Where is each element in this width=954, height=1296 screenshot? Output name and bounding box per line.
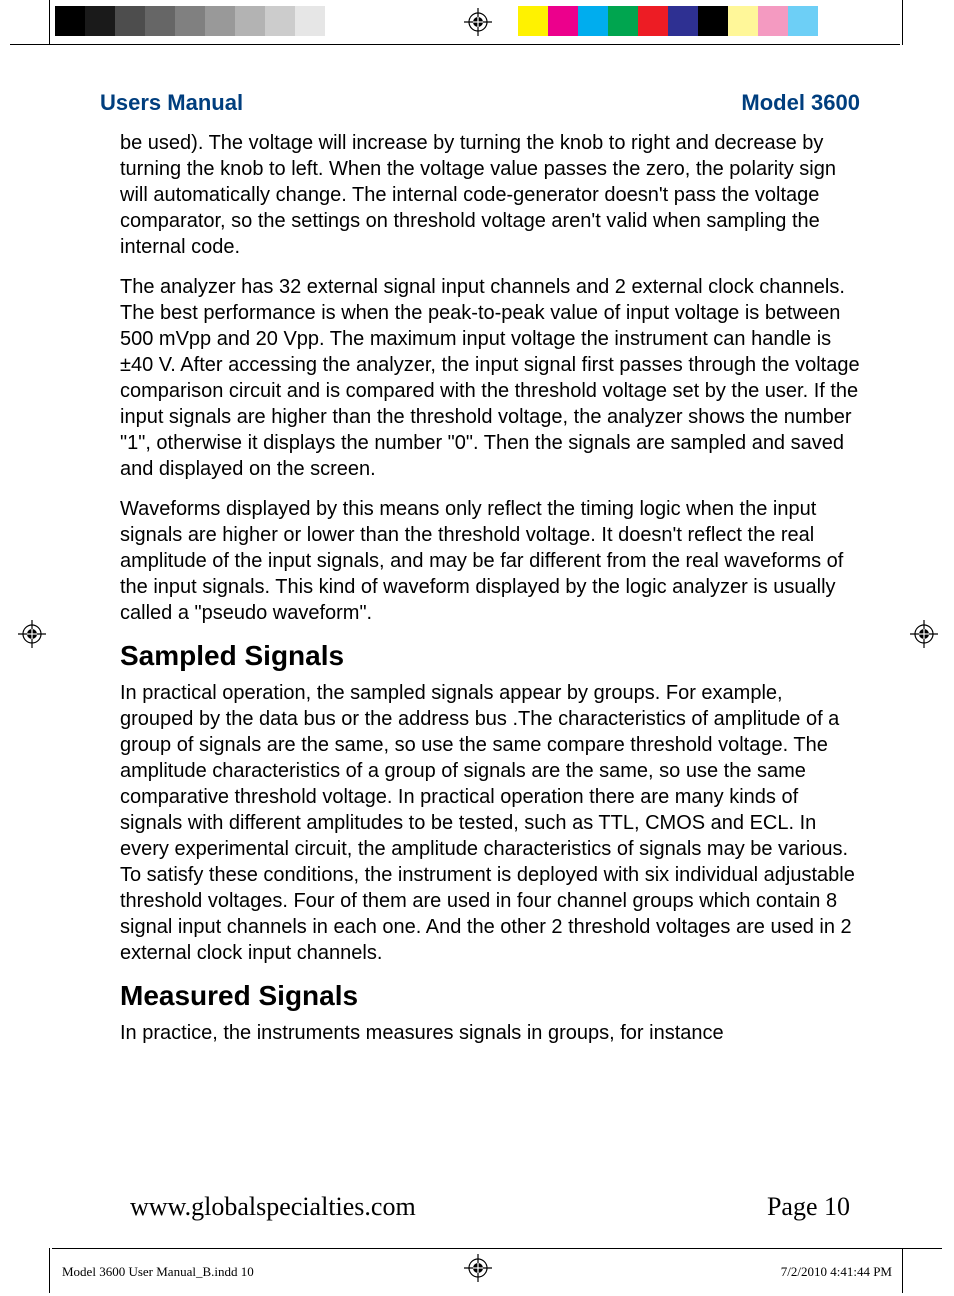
gray-swatch-row xyxy=(55,6,355,36)
gray-swatch xyxy=(115,6,145,36)
running-header-left: Users Manual xyxy=(100,90,243,116)
color-swatch xyxy=(728,6,758,36)
registration-mark-icon xyxy=(910,620,938,648)
crop-tick-bottom-left xyxy=(49,1248,50,1293)
footer-page-number: Page 10 xyxy=(767,1192,850,1222)
gray-swatch xyxy=(55,6,85,36)
crop-line-bottom xyxy=(52,1248,942,1249)
paragraph: The analyzer has 32 external signal inpu… xyxy=(120,274,860,482)
body-text-block: be used). The voltage will increase by t… xyxy=(100,130,860,1046)
crop-tick-bottom-right xyxy=(902,1248,903,1293)
gray-swatch xyxy=(295,6,325,36)
paragraph: be used). The voltage will increase by t… xyxy=(120,130,860,260)
registration-mark-icon xyxy=(464,8,492,36)
footer-url: www.globalspecialties.com xyxy=(130,1192,416,1222)
color-swatch xyxy=(548,6,578,36)
color-swatch xyxy=(758,6,788,36)
gray-swatch xyxy=(235,6,265,36)
color-swatch xyxy=(698,6,728,36)
paragraph: In practice, the instruments measures si… xyxy=(120,1020,860,1046)
slug-filename: Model 3600 User Manual_B.indd 10 xyxy=(62,1264,254,1280)
section-heading-sampled: Sampled Signals xyxy=(120,640,860,672)
page-footer: www.globalspecialties.com Page 10 xyxy=(130,1192,850,1222)
color-swatch xyxy=(638,6,668,36)
manual-page: Users Manual Model 3600 be used). The vo… xyxy=(0,0,954,1296)
color-swatch xyxy=(668,6,698,36)
crop-tick-top-left xyxy=(49,0,50,45)
color-swatch xyxy=(578,6,608,36)
paragraph: In practical operation, the sampled sign… xyxy=(120,680,860,966)
gray-swatch xyxy=(145,6,175,36)
running-header: Users Manual Model 3600 xyxy=(100,90,860,116)
paragraph: Waveforms displayed by this means only r… xyxy=(120,496,860,626)
slug-timestamp: 7/2/2010 4:41:44 PM xyxy=(781,1264,892,1280)
gray-swatch xyxy=(265,6,295,36)
crop-tick-top-right xyxy=(902,0,903,45)
section-heading-measured: Measured Signals xyxy=(120,980,860,1012)
registration-mark-icon xyxy=(464,1254,492,1282)
running-header-right: Model 3600 xyxy=(741,90,860,116)
page-content: Users Manual Model 3600 be used). The vo… xyxy=(100,90,860,1060)
gray-swatch xyxy=(205,6,235,36)
color-swatch xyxy=(788,6,818,36)
color-swatch-row xyxy=(518,6,818,36)
gray-swatch xyxy=(85,6,115,36)
gray-swatch xyxy=(325,6,355,36)
color-swatch xyxy=(608,6,638,36)
color-swatch xyxy=(518,6,548,36)
crop-line-top xyxy=(10,44,900,45)
registration-mark-icon xyxy=(18,620,46,648)
gray-swatch xyxy=(175,6,205,36)
